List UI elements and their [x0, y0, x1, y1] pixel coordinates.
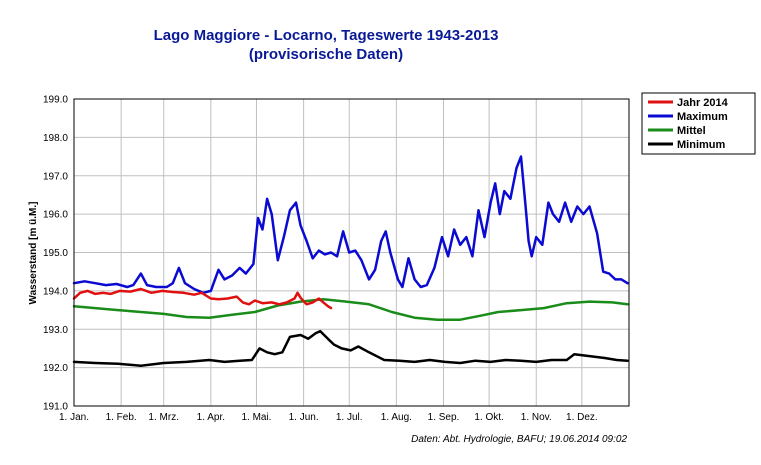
x-tick-label: 1. Mrz. [148, 412, 179, 423]
series-line-maximum [72, 155, 629, 295]
x-tick-label: 1. Jun. [289, 412, 319, 423]
series-line-mittel [72, 298, 629, 321]
y-tick-label: 195.0 [43, 248, 68, 259]
x-tick-label: 1. Aug. [381, 412, 412, 423]
y-tick-label: 193.0 [43, 325, 68, 336]
x-tick-label: 1. Jan. [59, 412, 89, 423]
y-tick-label: 197.0 [43, 171, 68, 182]
x-tick-label: 1. Okt. [474, 412, 503, 423]
y-tick-label: 199.0 [43, 95, 68, 106]
x-tick-label: 1. Mai. [241, 412, 271, 423]
legend-label: Maximum [677, 111, 728, 123]
legend-label: Mittel [677, 125, 706, 137]
x-tick-label: 1. Feb. [106, 412, 137, 423]
y-tick-label: 196.0 [43, 210, 68, 221]
chart-subtitle: (provisorische Daten) [249, 46, 403, 63]
series-line-minimum [72, 329, 629, 367]
y-tick-label: 191.0 [43, 402, 68, 413]
y-tick-label: 194.0 [43, 286, 68, 297]
legend: Jahr 2014 Maximum Mittel Minimum [641, 92, 756, 155]
plot-frame [73, 98, 630, 407]
x-tick-label: 1. Jul. [336, 412, 363, 423]
y-tick-label: 192.0 [43, 363, 68, 374]
x-tick-label: 1. Nov. [521, 412, 552, 423]
x-axis-ticks: 1. Jan. 1. Feb. 1. Mrz. 1. Apr. 1. Mai. 1. Ju… [59, 412, 598, 423]
x-tick-label: 1. Dez. [566, 412, 598, 423]
legend-label: Minimum [677, 139, 725, 151]
y-axis-ticks: 191.0 192.0 193.0 194.0 195.0 196.0 197.0 198.0… [43, 95, 68, 413]
chart-title: Lago Maggiore - Locarno, Tageswerte 1943… [154, 27, 499, 44]
x-tick-label: 1. Sep. [428, 412, 460, 423]
legend-label: Jahr 2014 [677, 97, 729, 109]
y-axis-label: Wasserstand [m ü.M.] [28, 202, 39, 305]
series-lines [72, 155, 629, 367]
data-source-note: Daten: Abt. Hydrologie, BAFU; 19.06.2014… [411, 434, 627, 445]
x-tick-label: 1. Apr. [197, 412, 225, 423]
y-tick-label: 198.0 [43, 133, 68, 144]
series-line-jahr-2014 [72, 287, 333, 310]
